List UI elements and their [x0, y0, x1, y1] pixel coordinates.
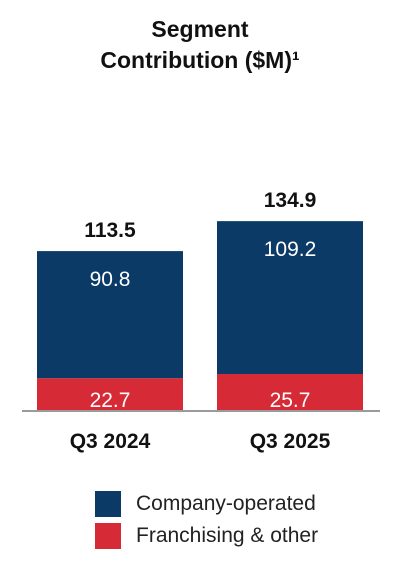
x-tick-label-q3-2024: Q3 2024 [70, 430, 151, 453]
legend-swatch-company-operated [95, 491, 121, 517]
legend-label-company-operated: Company-operated [136, 492, 316, 515]
data-label-company-operated-q3-2024: 90.8 [90, 268, 131, 291]
bar-franchising-other-q3-2025 [217, 374, 363, 410]
x-tick-label-q3-2025: Q3 2025 [250, 430, 331, 453]
legend-item-franchising-other: Franchising & other [95, 520, 318, 552]
data-label-franchising-other-q3-2024: 22.7 [90, 389, 131, 412]
bar-company-operated-q3-2024 [37, 251, 183, 379]
data-label-company-operated-q3-2025: 109.2 [264, 238, 317, 261]
chart-title-line-2: Contribution ($M)¹ [100, 47, 300, 73]
bar-company-operated-q3-2025 [217, 221, 363, 375]
total-label-q3-2024: 113.5 [84, 219, 136, 242]
total-label-q3-2025: 134.9 [264, 189, 317, 212]
bar-franchising-other-q3-2024 [37, 378, 183, 410]
stacked-bar-chart: 22.7 90.8 113.5 Q3 2024 25.7 109.2 134.9 Q3 202… [22, 189, 380, 453]
legend-swatch-franchising-other [95, 523, 121, 549]
chart-legend: Company-operated Franchising & other [95, 488, 318, 552]
legend-label-franchising-other: Franchising & other [136, 524, 319, 547]
data-label-franchising-other-q3-2025: 25.7 [270, 389, 311, 412]
legend-item-company-operated: Company-operated [95, 488, 318, 520]
chart-title-line-1: Segment [151, 16, 249, 42]
chart-title: Segment Contribution ($M)¹ [0, 14, 400, 76]
